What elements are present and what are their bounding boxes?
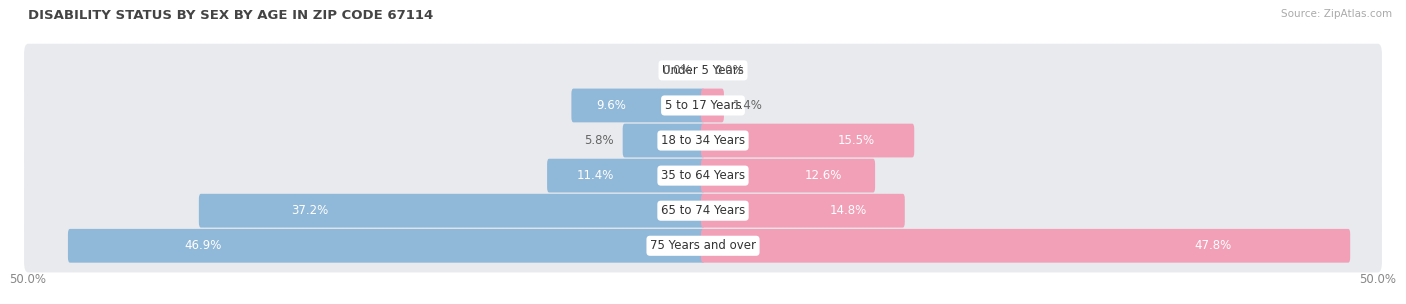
- FancyBboxPatch shape: [24, 44, 1382, 97]
- Text: Under 5 Years: Under 5 Years: [662, 64, 744, 77]
- Text: 18 to 34 Years: 18 to 34 Years: [661, 134, 745, 147]
- Text: 65 to 74 Years: 65 to 74 Years: [661, 204, 745, 217]
- FancyBboxPatch shape: [24, 114, 1382, 167]
- Text: 9.6%: 9.6%: [596, 99, 627, 112]
- Text: 46.9%: 46.9%: [184, 239, 221, 252]
- Text: 1.4%: 1.4%: [733, 99, 762, 112]
- FancyBboxPatch shape: [702, 124, 914, 157]
- Text: DISABILITY STATUS BY SEX BY AGE IN ZIP CODE 67114: DISABILITY STATUS BY SEX BY AGE IN ZIP C…: [28, 9, 433, 22]
- Text: 47.8%: 47.8%: [1195, 239, 1232, 252]
- FancyBboxPatch shape: [24, 184, 1382, 237]
- FancyBboxPatch shape: [702, 194, 905, 228]
- FancyBboxPatch shape: [67, 229, 704, 263]
- FancyBboxPatch shape: [702, 88, 724, 122]
- Text: 35 to 64 Years: 35 to 64 Years: [661, 169, 745, 182]
- Text: 0.0%: 0.0%: [714, 64, 744, 77]
- FancyBboxPatch shape: [571, 88, 704, 122]
- Text: Source: ZipAtlas.com: Source: ZipAtlas.com: [1281, 9, 1392, 19]
- Text: 75 Years and over: 75 Years and over: [650, 239, 756, 252]
- FancyBboxPatch shape: [702, 229, 1350, 263]
- Text: 0.0%: 0.0%: [662, 64, 692, 77]
- FancyBboxPatch shape: [702, 159, 875, 192]
- FancyBboxPatch shape: [24, 79, 1382, 132]
- FancyBboxPatch shape: [24, 219, 1382, 272]
- Text: 5 to 17 Years: 5 to 17 Years: [665, 99, 741, 112]
- Text: 12.6%: 12.6%: [806, 169, 842, 182]
- Text: 37.2%: 37.2%: [291, 204, 329, 217]
- FancyBboxPatch shape: [198, 194, 704, 228]
- Text: 5.8%: 5.8%: [585, 134, 614, 147]
- FancyBboxPatch shape: [623, 124, 704, 157]
- Text: 14.8%: 14.8%: [830, 204, 868, 217]
- FancyBboxPatch shape: [24, 149, 1382, 202]
- FancyBboxPatch shape: [547, 159, 704, 192]
- Text: 11.4%: 11.4%: [576, 169, 614, 182]
- Text: 15.5%: 15.5%: [838, 134, 875, 147]
